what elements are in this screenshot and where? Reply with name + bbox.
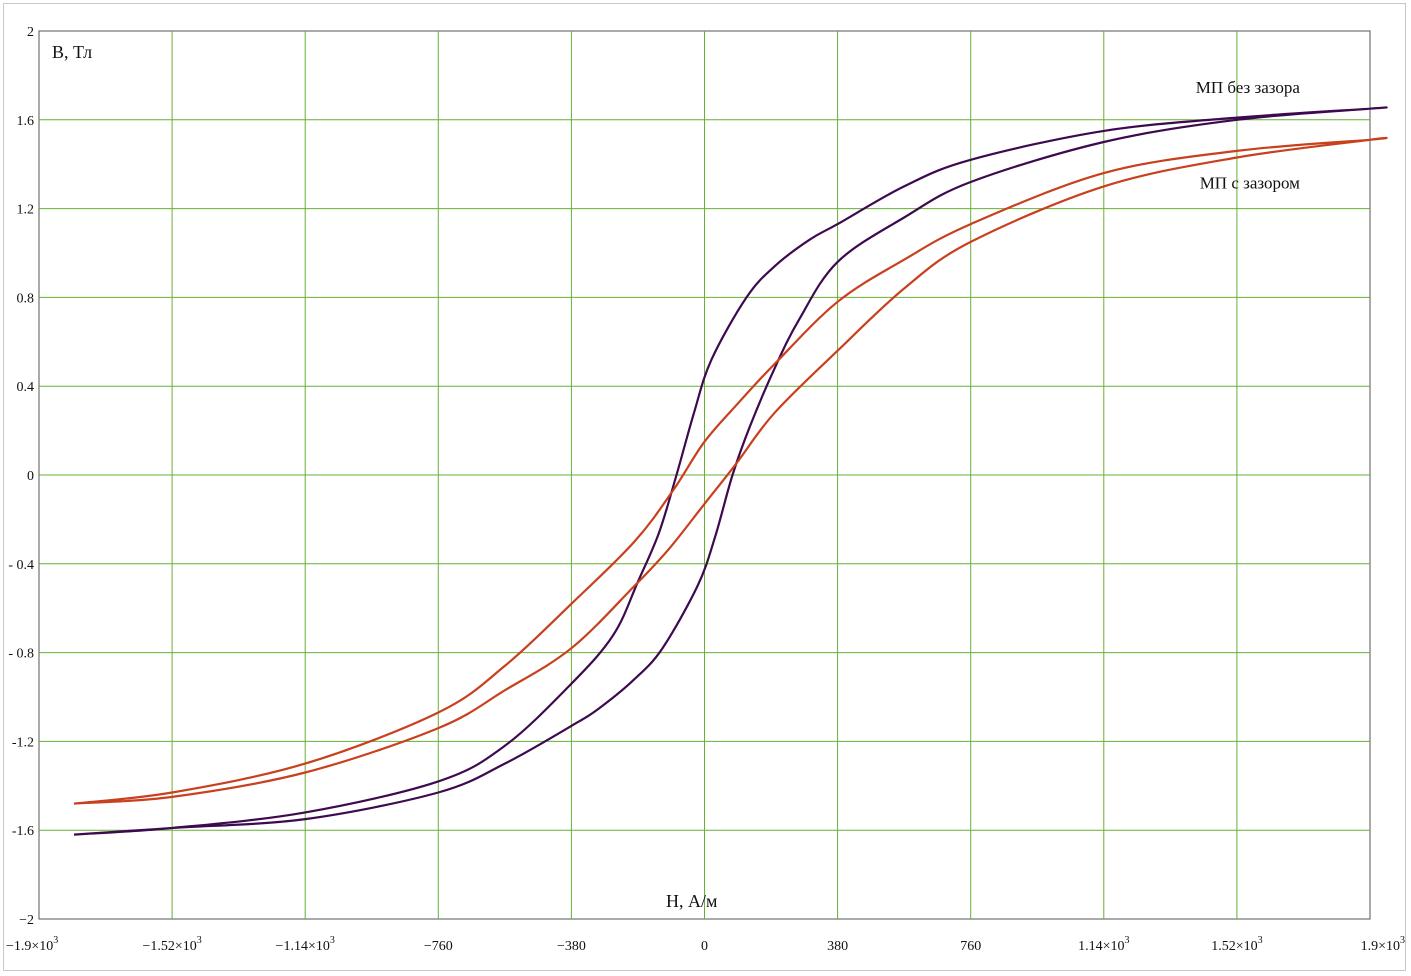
- x-tick-label: −1.14×103: [276, 935, 335, 954]
- y-tick-label: 0.4: [17, 380, 35, 395]
- y-tick-labels: 2 1.6 1.2 0.8 0.4 0 - 0.4 - 0.8 -1.2 -1.6 −2: [8, 25, 34, 928]
- x-tick-label: 0: [701, 939, 708, 954]
- x-tick-label: −1.9×103: [6, 935, 58, 954]
- y-tick-label: 1.2: [17, 203, 35, 218]
- y-tick-label: 1.6: [17, 114, 35, 129]
- y-tick-label: 0.8: [17, 291, 35, 306]
- x-tick-label: 760: [960, 939, 981, 954]
- y-tick-label: - 0.4: [8, 558, 34, 573]
- x-tick-label: −1.52×103: [142, 935, 201, 954]
- x-tick-label: 1.52×103: [1211, 935, 1262, 954]
- curves: [73, 106, 1388, 836]
- horizontal-gridlines: [39, 119, 1370, 831]
- y-tick-label: -1.6: [12, 824, 34, 839]
- x-tick-label: 1.9×103: [1361, 935, 1405, 954]
- y-tick-label: - 0.8: [8, 647, 34, 662]
- y-tick-label: 0: [27, 469, 34, 484]
- series-label-with-gap: МП с зазором: [1200, 174, 1300, 193]
- x-axis-label: H, А/м: [666, 891, 717, 911]
- series-line-0: [73, 106, 1388, 836]
- chart-frame: 2 1.6 1.2 0.8 0.4 0 - 0.4 - 0.8 -1.2 -1.6 −2 −1.9×…: [3, 3, 1406, 971]
- y-tick-label: 2: [27, 25, 34, 40]
- hysteresis-chart: 2 1.6 1.2 0.8 0.4 0 - 0.4 - 0.8 -1.2 -1.6 −2 −1.9×…: [6, 25, 1405, 954]
- series-label-no-gap: МП без зазора: [1196, 78, 1301, 97]
- x-tick-label: −760: [424, 939, 453, 954]
- x-tick-label: 1.14×103: [1078, 935, 1129, 954]
- series-line-1: [73, 136, 1388, 805]
- y-tick-label: −2: [19, 913, 34, 928]
- x-tick-label: −380: [557, 939, 586, 954]
- y-tick-label: -1.2: [12, 735, 34, 750]
- x-tick-label: 380: [827, 939, 848, 954]
- x-tick-labels: −1.9×103 −1.52×103 −1.14×103 −760 −380 0 380 76…: [6, 935, 1405, 954]
- y-axis-label: B, Тл: [52, 42, 92, 62]
